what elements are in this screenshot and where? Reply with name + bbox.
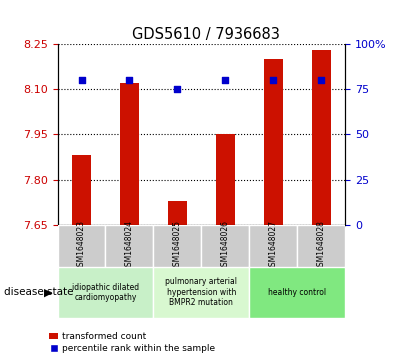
Bar bbox=[72, 155, 91, 225]
Point bbox=[318, 77, 325, 83]
Bar bbox=[312, 50, 331, 225]
Text: GSM1648025: GSM1648025 bbox=[173, 220, 182, 272]
Point bbox=[174, 86, 181, 92]
Text: GSM1648027: GSM1648027 bbox=[269, 220, 278, 272]
Bar bbox=[297, 225, 345, 267]
Bar bbox=[168, 201, 187, 225]
Bar bbox=[249, 267, 345, 318]
Point bbox=[270, 77, 277, 83]
Text: healthy control: healthy control bbox=[268, 288, 326, 297]
Bar bbox=[106, 225, 153, 267]
Bar bbox=[264, 59, 283, 225]
Bar bbox=[153, 267, 249, 318]
Bar bbox=[120, 83, 139, 225]
Point bbox=[222, 77, 229, 83]
Bar bbox=[58, 267, 153, 318]
Text: ▶: ▶ bbox=[44, 288, 53, 298]
Text: pulmonary arterial
hypertension with
BMPR2 mutation: pulmonary arterial hypertension with BMP… bbox=[165, 277, 238, 307]
Text: GSM1648023: GSM1648023 bbox=[77, 220, 86, 272]
Legend: transformed count, percentile rank within the sample: transformed count, percentile rank withi… bbox=[46, 329, 219, 357]
Point bbox=[126, 77, 133, 83]
Bar bbox=[249, 225, 297, 267]
Point bbox=[78, 77, 85, 83]
Bar bbox=[58, 225, 106, 267]
Text: GSM1648026: GSM1648026 bbox=[221, 220, 230, 272]
Text: GSM1648028: GSM1648028 bbox=[317, 220, 326, 272]
Bar bbox=[153, 225, 201, 267]
Bar bbox=[216, 134, 235, 225]
Text: idiopathic dilated
cardiomyopathy: idiopathic dilated cardiomyopathy bbox=[72, 282, 139, 302]
Bar bbox=[201, 225, 249, 267]
Text: disease state: disease state bbox=[4, 287, 74, 297]
Text: GSM1648024: GSM1648024 bbox=[125, 220, 134, 272]
Text: GDS5610 / 7936683: GDS5610 / 7936683 bbox=[132, 27, 279, 42]
